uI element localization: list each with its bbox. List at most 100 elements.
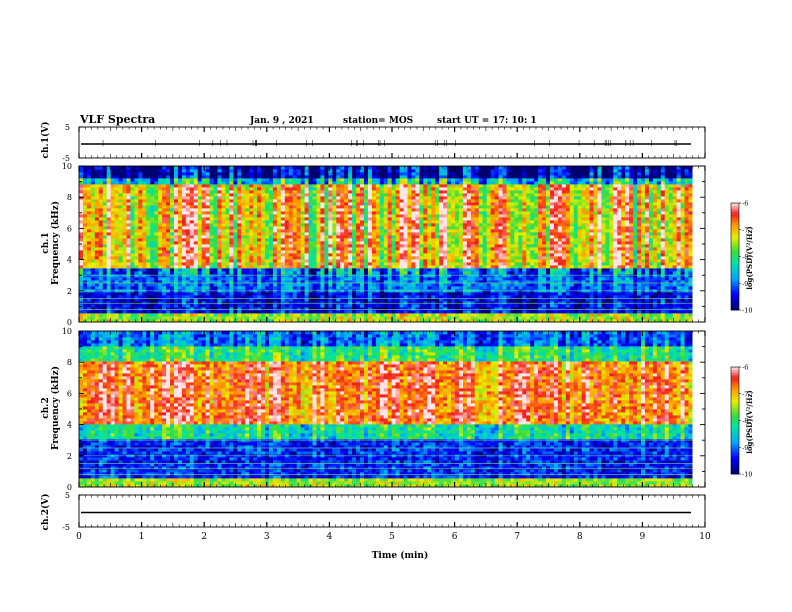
spectrogram-cell bbox=[209, 244, 214, 248]
spectrogram-cell bbox=[170, 166, 175, 170]
spectrogram-cell bbox=[443, 229, 448, 233]
spectrogram-cell bbox=[166, 184, 171, 188]
spectrogram-cell bbox=[336, 241, 341, 245]
spectrogram-cell bbox=[225, 169, 230, 173]
spectrogram-cell bbox=[451, 313, 456, 317]
spectrogram-cell bbox=[166, 316, 171, 320]
spectrogram-cell bbox=[241, 190, 246, 194]
spectrogram-cell bbox=[249, 277, 254, 281]
spectrogram-cell bbox=[158, 313, 163, 317]
spectrogram-cell bbox=[288, 208, 294, 212]
spectrogram-cell bbox=[185, 301, 191, 305]
spectrogram-cell bbox=[173, 181, 179, 185]
spectrogram-cell bbox=[328, 226, 333, 230]
spectrogram-cell bbox=[261, 262, 266, 266]
spectrogram-cell bbox=[233, 247, 238, 251]
spectrogram-cell bbox=[407, 214, 412, 218]
spectrogram-cell bbox=[217, 319, 222, 323]
spectrogram-cell bbox=[106, 277, 112, 281]
spectrogram-cell bbox=[130, 259, 135, 263]
spectrogram-cell bbox=[399, 211, 404, 215]
spectrogram-cell bbox=[443, 250, 448, 254]
spectrogram-cell bbox=[419, 274, 424, 278]
spectrogram-cell bbox=[379, 172, 385, 176]
spectrogram-cell bbox=[229, 232, 234, 236]
spectrogram-cell bbox=[193, 274, 199, 278]
spectrogram-cell bbox=[245, 319, 250, 323]
spectrogram-cell bbox=[403, 256, 408, 260]
spectrogram-cell bbox=[110, 247, 116, 251]
spectrogram-cell bbox=[114, 226, 119, 230]
spectrogram-cell bbox=[130, 217, 135, 221]
spectrogram-cell bbox=[363, 259, 369, 263]
spectrogram-cell bbox=[134, 253, 139, 257]
spectrogram-cell bbox=[344, 181, 349, 185]
spectrogram-cell bbox=[162, 232, 167, 236]
spectrogram-cell bbox=[181, 205, 187, 209]
spectrogram-cell bbox=[193, 181, 199, 185]
spectrogram-cell bbox=[225, 253, 230, 257]
spectrogram-cell bbox=[193, 193, 199, 197]
spectrogram-cell bbox=[126, 292, 131, 296]
spectrogram-cell bbox=[241, 217, 246, 221]
spectrogram-cell bbox=[189, 193, 195, 197]
spectrogram-cell bbox=[300, 259, 305, 263]
spectrogram-cell bbox=[265, 199, 270, 203]
spectrogram-cell bbox=[126, 295, 131, 299]
spectrogram-cell bbox=[138, 256, 143, 260]
spectrogram-cell bbox=[379, 226, 385, 230]
spectrogram-cell bbox=[367, 301, 373, 305]
spectrogram-cell bbox=[142, 262, 147, 266]
spectrogram-cell bbox=[217, 247, 222, 251]
spectrogram-cell bbox=[455, 196, 460, 200]
spectrogram-cell bbox=[435, 244, 440, 248]
spectrogram-cell bbox=[348, 241, 353, 245]
spectrogram-cell bbox=[399, 286, 404, 290]
spectrogram-cell bbox=[237, 169, 242, 173]
spectrogram-cell bbox=[383, 256, 389, 260]
spectrogram-cell bbox=[431, 301, 436, 305]
spectrogram-cell bbox=[411, 229, 416, 233]
spectrogram-cell bbox=[79, 220, 84, 224]
spectrogram-cell bbox=[173, 250, 179, 254]
spectrogram-cell bbox=[142, 190, 147, 194]
spectrogram-cell bbox=[363, 274, 369, 278]
spectrogram-cell bbox=[455, 292, 460, 296]
spectrogram-cell bbox=[126, 223, 131, 227]
spectrogram-cell bbox=[82, 208, 88, 212]
spectrogram-cell bbox=[276, 298, 282, 302]
spectrogram-cell bbox=[122, 298, 127, 302]
spectrogram-cell bbox=[391, 220, 397, 224]
spectrogram-cell bbox=[443, 265, 448, 269]
spectrogram-cell bbox=[261, 235, 266, 239]
spectrogram-cell bbox=[328, 175, 333, 179]
spectrogram-cell bbox=[268, 217, 274, 221]
spectrogram-cell bbox=[162, 298, 167, 302]
spectrogram-cell bbox=[213, 238, 218, 242]
spectrogram-cell bbox=[134, 286, 139, 290]
spectrogram-cell bbox=[320, 307, 325, 311]
spectrogram-cell bbox=[118, 313, 123, 317]
spectrogram-cell bbox=[340, 229, 345, 233]
spectrogram-cell bbox=[308, 274, 313, 278]
spectrogram-cell bbox=[177, 214, 183, 218]
spectrogram-cell bbox=[451, 166, 456, 170]
spectrogram-cell bbox=[86, 313, 92, 317]
spectrogram-cell bbox=[348, 181, 353, 185]
spectrogram-cell bbox=[375, 181, 381, 185]
spectrogram-cell bbox=[280, 214, 286, 218]
spectrogram-cell bbox=[201, 193, 207, 197]
spectrogram-cell bbox=[213, 313, 218, 317]
spectrogram-cell bbox=[348, 178, 353, 182]
spectrogram-cell bbox=[154, 253, 159, 257]
spectrogram-cell bbox=[431, 268, 436, 272]
spectrogram-cell bbox=[360, 178, 365, 182]
spectrogram-cell bbox=[443, 316, 448, 320]
spectrogram-cell bbox=[130, 187, 135, 191]
spectrogram-cell bbox=[146, 202, 151, 206]
spectrogram-cell bbox=[340, 214, 345, 218]
spectrogram-cell bbox=[391, 256, 397, 260]
spectrogram-cell bbox=[383, 274, 389, 278]
spectrogram-cell bbox=[395, 196, 400, 200]
spectrogram-cell bbox=[225, 307, 230, 311]
